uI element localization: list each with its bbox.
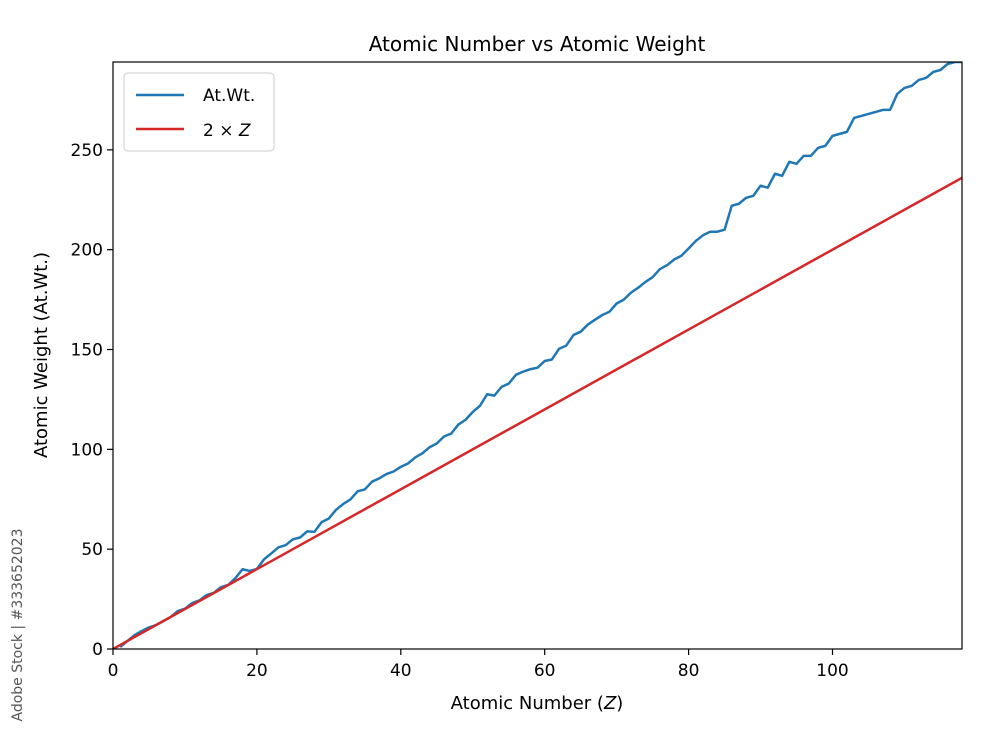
series-layer bbox=[113, 62, 962, 649]
x-tick-label: 40 bbox=[390, 661, 412, 681]
y-tick-label: 150 bbox=[71, 341, 103, 361]
x-axis-ticks: 0 20 40 60 80 100 bbox=[108, 649, 849, 681]
plot-frame bbox=[112, 61, 963, 650]
y-axis-ticks: 0 50 100 150 200 250 bbox=[71, 141, 113, 660]
y-axis-label: Atomic Weight (At.Wt.) bbox=[31, 252, 52, 458]
y-tick-label: 100 bbox=[71, 440, 103, 460]
plot-area bbox=[113, 62, 962, 649]
x-axis-label: Atomic Number (Z) bbox=[451, 693, 624, 714]
watermark-text: Adobe Stock | #333652023 bbox=[10, 529, 26, 722]
series-line-2z bbox=[113, 176, 962, 649]
x-tick-label: 80 bbox=[678, 661, 700, 681]
y-tick-label: 50 bbox=[81, 540, 103, 560]
legend: At.Wt. 2 × Z bbox=[123, 72, 275, 152]
y-tick-label: 200 bbox=[71, 241, 103, 261]
x-tick-label: 0 bbox=[108, 661, 119, 681]
legend-label-2z: 2 × Z bbox=[203, 121, 251, 141]
x-tick-label: 100 bbox=[816, 661, 848, 681]
legend-label-atwt: At.Wt. bbox=[203, 86, 255, 106]
chart-title: Atomic Number vs Atomic Weight bbox=[369, 32, 706, 56]
y-tick-label: 250 bbox=[71, 141, 103, 161]
series-line-atwt bbox=[119, 62, 962, 648]
legend-box bbox=[123, 72, 275, 152]
x-tick-label: 20 bbox=[246, 661, 268, 681]
y-tick-label: 0 bbox=[92, 640, 103, 660]
x-tick-label: 60 bbox=[534, 661, 556, 681]
